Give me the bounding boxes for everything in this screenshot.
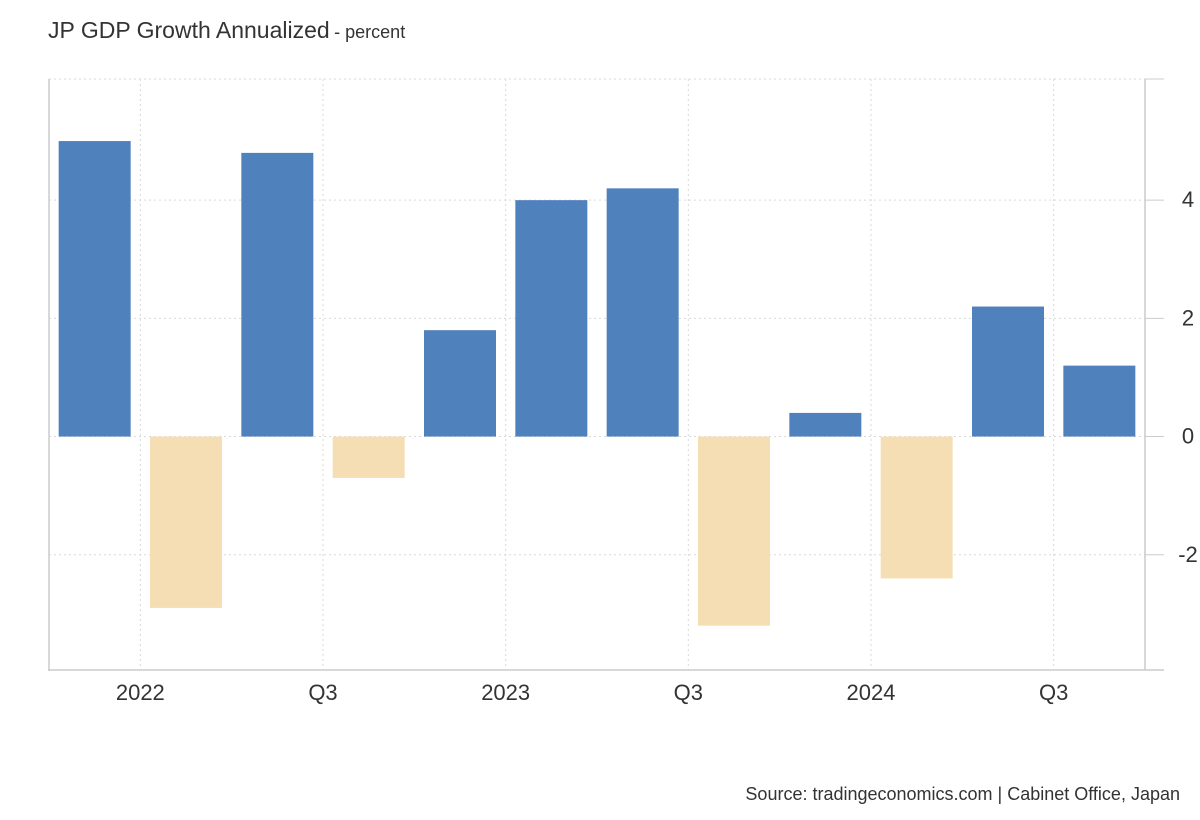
bar-2023-q4 [789, 412, 862, 437]
bar-2021-q4 [58, 141, 131, 437]
y-axis-labels: 4 2 0 -2 [1178, 187, 1198, 567]
bar-2022-q2 [241, 152, 314, 437]
x-tick-label: Q3 [674, 680, 703, 705]
bar-2024-q1 [880, 436, 953, 579]
chart-title-row: JP GDP Growth Annualized - percent [48, 17, 405, 44]
bar-2022-q4 [424, 330, 496, 437]
y-tick-label: 2 [1182, 305, 1194, 330]
bar-2023-q1 [515, 200, 588, 437]
bar-2022-q3 [332, 436, 405, 478]
y-tick-label: 0 [1182, 424, 1194, 449]
bar-chart: 4 2 0 -2 2022 Q3 2023 Q3 2024 Q3 [48, 78, 1198, 705]
chart-subtitle: - percent [334, 22, 406, 42]
bar-2023-q2 [606, 188, 679, 437]
grid-layer [49, 78, 1145, 670]
bar-2022-q1 [150, 436, 222, 608]
x-tick-label: Q3 [308, 680, 337, 705]
x-tick-label: Q3 [1039, 680, 1068, 705]
bar-2023-q3 [698, 436, 770, 626]
axis-layer [48, 78, 1164, 671]
source-note: Source: tradingeconomics.com | Cabinet O… [745, 784, 1180, 804]
y-tick-label: 4 [1182, 187, 1194, 212]
x-tick-label: 2024 [847, 680, 896, 705]
x-tick-label: 2022 [116, 680, 165, 705]
x-axis-labels: 2022 Q3 2023 Q3 2024 Q3 [116, 680, 1068, 705]
y-tick-label: -2 [1178, 542, 1198, 567]
bars-layer [58, 141, 1136, 626]
chart-title: JP GDP Growth Annualized [48, 17, 330, 43]
x-tick-label: 2023 [481, 680, 530, 705]
bar-2024-q2 [972, 306, 1044, 437]
bar-2024-q3 [1063, 365, 1136, 437]
